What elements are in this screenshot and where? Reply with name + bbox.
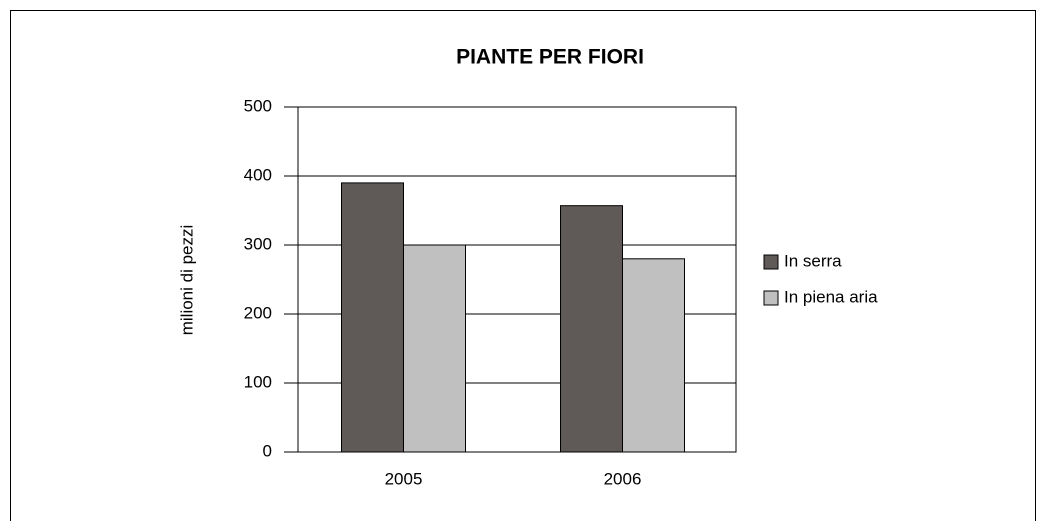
- legend-swatch: [763, 290, 779, 306]
- chart-title: PIANTE PER FIORI: [456, 46, 644, 69]
- x-tick-label: 2006: [604, 469, 642, 488]
- legend-label: In piena aria: [784, 287, 878, 306]
- x-tick-label: 2005: [385, 469, 423, 488]
- legend-label: In serra: [784, 251, 842, 270]
- y-tick-label: 100: [244, 372, 272, 391]
- legend-swatch: [763, 254, 779, 270]
- bar: [560, 205, 623, 453]
- y-axis-label: milioni di pezzi: [177, 225, 196, 336]
- y-tick-label: 300: [244, 234, 272, 253]
- y-tick-label: 200: [244, 303, 272, 322]
- y-tick-label: 500: [244, 96, 272, 115]
- bar: [403, 244, 466, 453]
- bar: [341, 182, 404, 453]
- y-tick-label: 400: [244, 165, 272, 184]
- bar: [622, 258, 685, 453]
- y-tick-label: 0: [263, 441, 272, 460]
